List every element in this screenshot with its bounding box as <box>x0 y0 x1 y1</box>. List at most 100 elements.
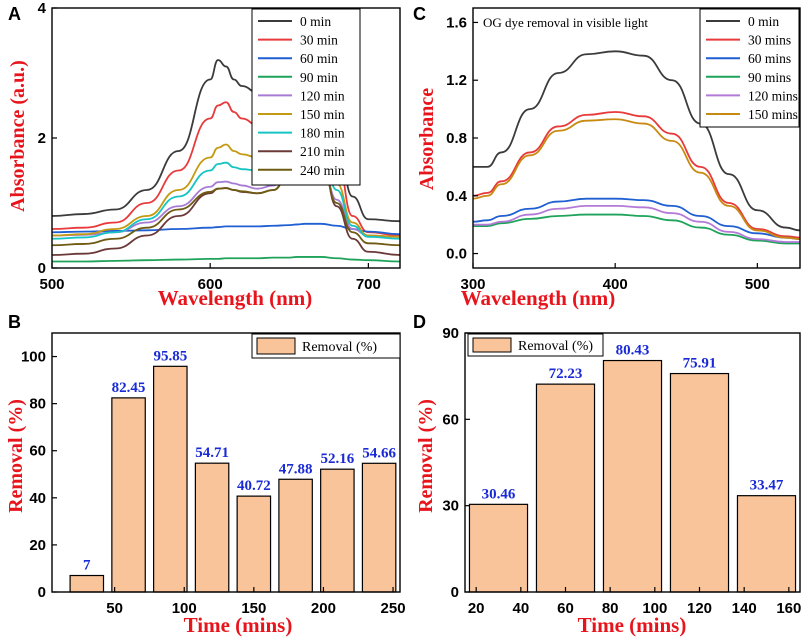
panel-a-legend-label: 240 min <box>300 163 345 178</box>
panel-c-series-line-30-mins <box>473 111 800 239</box>
panel-b-legend-label: Removal (%) <box>302 340 377 355</box>
panel-c-y-tick-label: 0.4 <box>446 188 468 205</box>
panel-d-y-tick-label: 0 <box>451 584 459 601</box>
panel-c: C 300 400 500 0.0 0.4 0.8 1.2 1.6 0 min 30 mins 60… <box>413 4 801 310</box>
panel-b-x-tick-label: 150 <box>241 600 266 617</box>
panel-d-bar <box>468 503 529 593</box>
panel-d-bar <box>736 495 797 593</box>
panel-c-title: OG dye removal in visible light <box>483 15 648 30</box>
panel-b-plot: 7 82.45 95.85 54.71 40.72 47.88 52.16 54.66 50 10… <box>21 332 406 617</box>
panel-d-x-tick-label: 160 <box>776 600 801 617</box>
panel-a-series-line-240-min <box>52 150 400 247</box>
panel-c-legend-label: 60 mins <box>748 51 791 66</box>
panel-b-plot-frame <box>51 332 401 593</box>
panel-c-series-group <box>473 50 800 245</box>
panel-c-y-tick-label: 0.8 <box>446 130 467 147</box>
panel-a-y-tick-label: 0 <box>38 260 46 277</box>
panel-b-bar-data-label: 40.72 <box>237 478 271 494</box>
panel-d-plot: 30.46 72.23 80.43 75.91 33.47 20 40 60 80 100 120 1… <box>442 325 801 617</box>
panel-b-bar <box>69 574 105 593</box>
panel-label-a: A <box>8 4 21 24</box>
panel-d-y-tick-label: 60 <box>442 411 459 428</box>
panel-d-x-tick-label: 100 <box>642 600 667 617</box>
panel-c-y-tick-label: 0.0 <box>446 246 467 263</box>
panel-d-bar-data-label: 30.46 <box>482 486 516 502</box>
panel-d: D 30.46 72.23 80.43 75.91 33.47 20 40 60 80 100 12… <box>413 312 801 637</box>
panel-c-y-tick-label: 1.2 <box>446 72 467 89</box>
panel-c-series-line-120-mins <box>473 204 800 243</box>
panel-c-legend-label: 150 mins <box>748 107 798 122</box>
panel-a-legend-label: 180 min <box>300 126 345 141</box>
panel-a-x-tick-label: 700 <box>356 276 381 293</box>
panel-a-y-tick-label: 2 <box>38 130 46 147</box>
panel-c-series-line-0-min <box>473 50 800 232</box>
panel-c-legend-label: 30 mins <box>748 33 791 48</box>
panel-b-bar-data-label: 95.85 <box>153 348 187 364</box>
panel-b-bar-data-label: 54.66 <box>362 445 396 461</box>
panel-c-y-tick-label: 1.6 <box>446 14 467 31</box>
panel-d-x-tick-label: 40 <box>512 600 529 617</box>
panel-a-x-tick-label: 500 <box>39 276 64 293</box>
panel-d-legend-label: Removal (%) <box>518 339 593 354</box>
panel-d-bar-data-label: 80.43 <box>616 343 650 359</box>
panel-a-xlabel: Wavelength (nm) <box>158 286 313 310</box>
panel-d-x-tick-label: 20 <box>468 600 485 617</box>
panel-b-xlabel: Time (mins) <box>184 613 293 637</box>
panel-b-x-tick-label: 100 <box>172 600 197 617</box>
panel-d-x-tick-label: 60 <box>557 600 574 617</box>
panel-label-c: C <box>413 4 426 24</box>
panel-b-bar-data-label: 7 <box>83 558 91 574</box>
panel-b-x-tick-label: 200 <box>311 600 336 617</box>
panel-d-bar <box>669 372 730 593</box>
panel-b-y-tick-label: 0 <box>38 584 46 601</box>
panel-c-series-line-90-mins <box>473 213 800 245</box>
panel-d-legend-swatch <box>472 337 512 353</box>
panel-b: B 7 82.45 95.85 54.71 40.72 47.88 52.16 54.66 50… <box>5 312 406 637</box>
panel-b-bar-data-label: 82.45 <box>112 380 146 396</box>
panel-a-legend-label: 60 min <box>300 51 338 66</box>
panel-b-bar <box>153 365 188 593</box>
panel-b-bar <box>320 468 355 593</box>
panel-d-bar-data-label: 72.23 <box>549 366 583 382</box>
panel-b-legend-swatch <box>256 337 296 355</box>
panel-a-legend-label: 210 min <box>300 144 345 159</box>
panel-d-xlabel: Time (mins) <box>578 613 687 637</box>
panel-c-x-tick-label: 400 <box>603 276 628 293</box>
panel-c-ylabel: Absorbance <box>416 88 438 190</box>
panel-a-series-line-60-min <box>52 222 400 236</box>
panel-a-legend-box <box>251 8 361 186</box>
panel-a-legend-label: 90 min <box>300 70 338 85</box>
panel-d-y-tick-label: 90 <box>442 325 459 342</box>
panel-c-xlabel: Wavelength (nm) <box>461 286 616 310</box>
panel-d-ylabel: Removal (%) <box>415 399 437 513</box>
panel-b-bar-data-label: 54.71 <box>195 445 229 461</box>
panel-label-b: B <box>8 312 21 332</box>
panel-d-bar-data-label: 75.91 <box>683 356 717 372</box>
panel-c-x-tick-label: 500 <box>745 276 770 293</box>
panel-b-bar-data-label: 52.16 <box>320 451 354 467</box>
panel-c-legend-label: 90 mins <box>748 70 791 85</box>
panel-a-legend-label: 0 min <box>300 14 331 29</box>
panel-b-bar <box>278 478 313 593</box>
panel-d-bar <box>602 359 663 593</box>
panel-b-y-tick-label: 80 <box>29 396 46 413</box>
panel-c-plot: 300 400 500 0.0 0.4 0.8 1.2 1.6 0 min 30 mins 60 m… <box>446 7 801 293</box>
panel-b-bar <box>361 462 397 593</box>
panel-a-series-line-90-min <box>52 256 400 263</box>
panel-a-x-tick-label: 600 <box>198 276 223 293</box>
panel-d-bar <box>535 383 596 593</box>
panel-a-y-tick-label: 4 <box>38 0 47 17</box>
panel-c-legend-label: 120 mins <box>748 88 798 103</box>
panel-b-y-tick-label: 20 <box>29 537 46 554</box>
panel-b-bar <box>194 462 230 593</box>
panel-label-d: D <box>413 312 426 332</box>
panel-d-x-tick-label: 120 <box>687 600 712 617</box>
panel-d-y-tick-label: 30 <box>442 498 459 515</box>
panel-c-legend-box <box>699 8 800 128</box>
panel-d-plot-frame <box>464 332 801 593</box>
panel-a-ylabel: Absorbance (a.u.) <box>7 60 29 212</box>
panel-a-legend-label: 150 min <box>300 107 345 122</box>
